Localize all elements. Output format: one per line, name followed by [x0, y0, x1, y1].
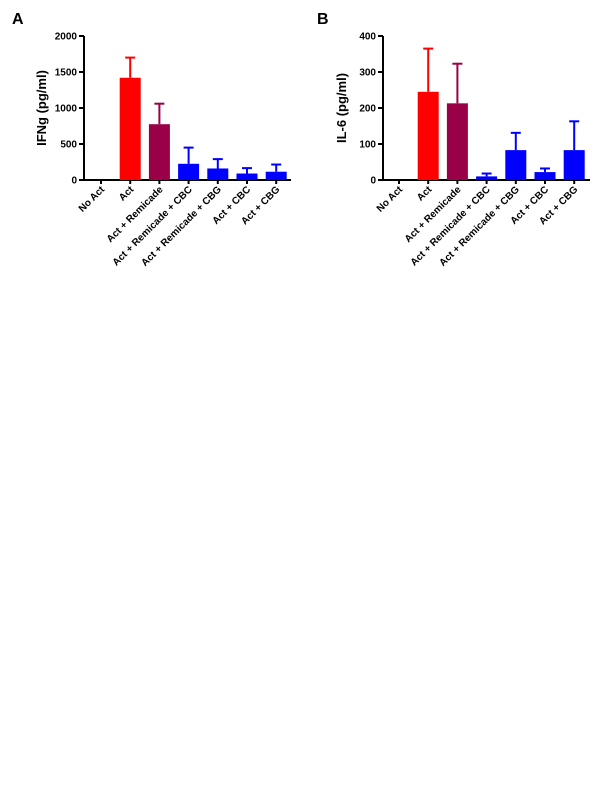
panel-a: A IFNg (pg/ml) 0 500 1000 1500 2000 No Act Act… [12, 11, 291, 269]
panel-a-y-axis-label: IFNg (pg/ml) [34, 70, 49, 146]
panel-a-bar [178, 163, 200, 180]
panel-a-category-label: No Act [77, 184, 108, 215]
panel-b-y-tick-label: 0 [370, 176, 376, 187]
panel-b-y-tick-label: 400 [359, 32, 376, 43]
panel-a-bar [265, 171, 287, 180]
panel-a-bar [119, 77, 141, 180]
panel-a-bar [236, 173, 258, 180]
panel-b-y-tick-label: 100 [359, 140, 376, 151]
panel-b-bar [563, 150, 585, 180]
panel-b-bar [505, 150, 527, 180]
panel-b-y-tick-label: 300 [359, 68, 376, 79]
panel-a-y-tick-label: 1000 [55, 104, 78, 115]
panel-b-category-label: No Act [375, 184, 406, 215]
panel-b-bar [476, 176, 498, 180]
panel-a-category-label: Act [117, 184, 137, 204]
panel-b-bar [534, 172, 556, 180]
panel-a-y-tick-label: 2000 [55, 32, 78, 43]
panel-b-bar [446, 103, 468, 180]
panel-a-letter: A [12, 11, 24, 28]
panel-a-bar [148, 124, 170, 180]
panel-b-y-axis-label: IL-6 (pg/ml) [334, 73, 349, 143]
panel-b-letter: B [317, 11, 329, 28]
panel-a-y-tick-label: 1500 [55, 68, 78, 79]
panel-a-y-tick-label: 0 [71, 176, 77, 187]
panel-b-category-label: Act [415, 184, 435, 204]
panel-a-y-tick-label: 500 [60, 140, 77, 151]
panel-b-y-tick-label: 200 [359, 104, 376, 115]
panel-a-bar [207, 168, 229, 180]
panel-b-bar [417, 91, 439, 180]
